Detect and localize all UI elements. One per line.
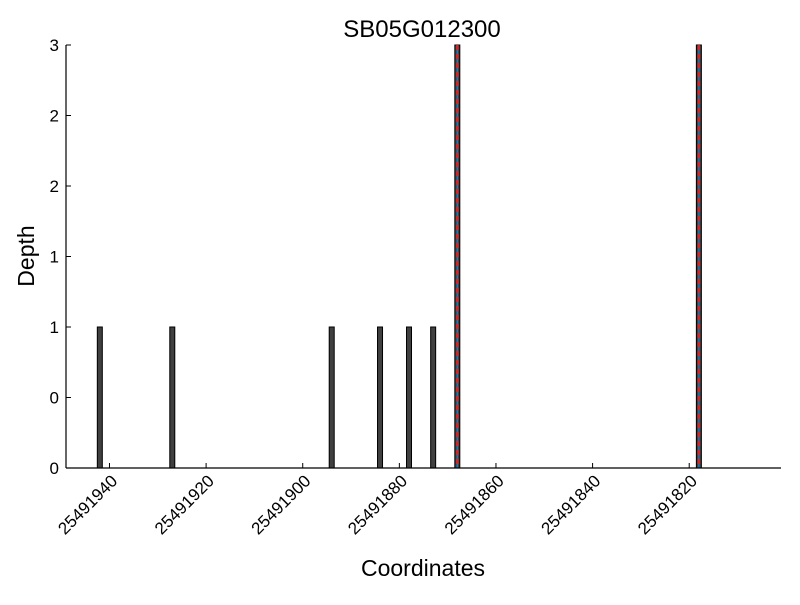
x-tick-label: 25491920 [151,471,218,538]
x-axis-title: Coordinates [361,555,485,581]
x-tick-label: 25491820 [634,471,701,538]
y-axis-title: Depth [13,225,39,286]
bar-6 [454,44,461,469]
y-tick-label: 2 [50,107,59,126]
bar-rect [96,326,103,469]
x-tick-label: 25491940 [54,471,121,538]
bar-0 [96,326,103,469]
bar-7 [695,44,702,469]
x-tick-label: 25491860 [441,471,508,538]
y-tick-label: 1 [50,248,59,267]
bar-1 [169,326,176,469]
bar-rect [430,326,437,469]
chart-title: SB05G012300 [343,16,500,43]
bar-3 [377,326,384,469]
bars-layer [96,44,702,469]
y-tick-label: 1 [50,318,59,337]
bar-rect [169,326,176,469]
y-tick-label: 0 [50,459,59,478]
bar-4 [406,326,413,469]
y-tick-label: 2 [50,177,59,196]
bar-rect [377,326,384,469]
x-tick-label: 25491880 [344,471,411,538]
y-tick-label: 3 [50,36,59,55]
x-tick-label: 25491900 [248,471,315,538]
ticks-layer: 0 0 1 1 2 2 3 25491940 25491920 25491900 25491880 2… [50,36,702,538]
y-tick-label: 0 [50,389,59,408]
x-tick-label: 25491840 [537,471,604,538]
bar-rect [406,326,413,469]
bar-2 [328,326,335,469]
bar-5 [430,326,437,469]
bar-rect [328,326,335,469]
